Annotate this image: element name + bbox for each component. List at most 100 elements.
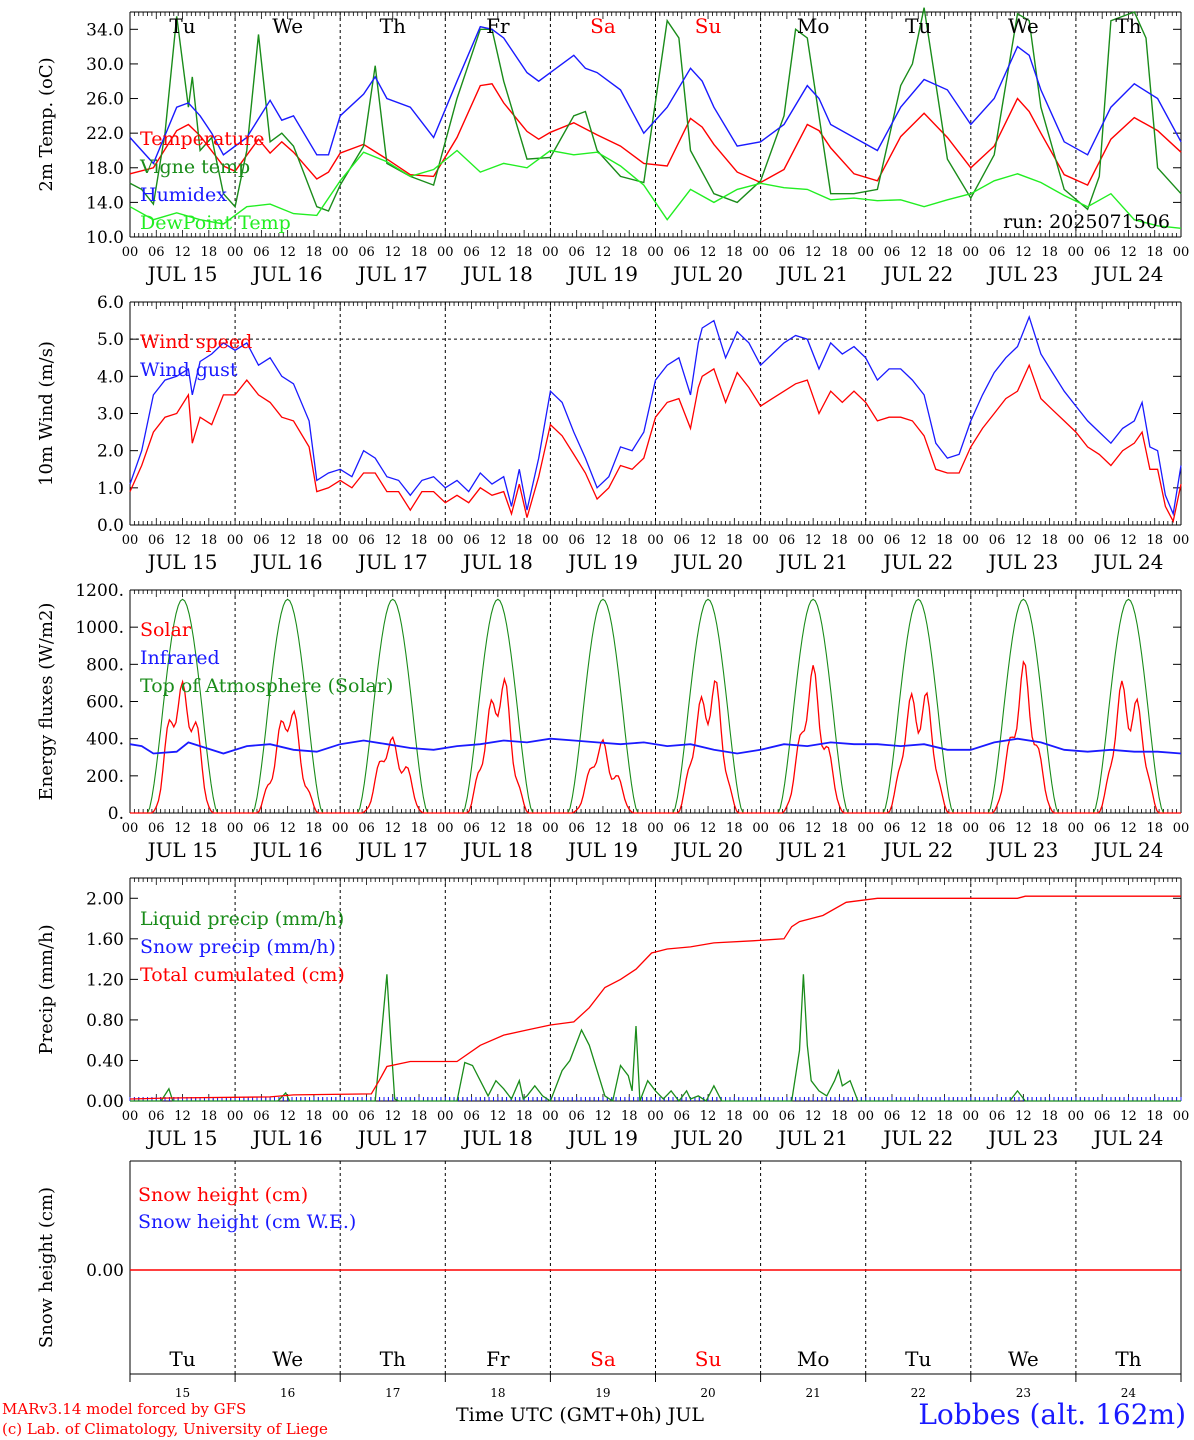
date-label: JUL 21	[776, 550, 848, 574]
weekday-label: Sa	[590, 1347, 616, 1371]
hour-tick-label: 12	[700, 821, 717, 836]
hour-tick-label: 12	[1120, 1109, 1137, 1124]
y-tick-label: 1200.	[75, 581, 124, 601]
date-label: JUL 24	[1091, 550, 1163, 574]
date-label: JUL 19	[566, 838, 638, 862]
hour-tick-label: 06	[358, 1109, 375, 1124]
y-tick-label: 1.20	[86, 970, 124, 990]
hour-tick-label: 18	[306, 1109, 323, 1124]
hour-tick-label: 12	[1015, 1109, 1032, 1124]
hour-tick-label: 00	[1068, 1109, 1085, 1124]
hour-tick-label: 12	[1120, 533, 1137, 548]
series-line-humidex	[129, 25, 1182, 165]
weekday-label: Tu	[169, 14, 195, 38]
legend-entry: Snow height (cm W.E.)	[138, 1211, 356, 1233]
hour-tick-label: 12	[1120, 821, 1137, 836]
hour-tick-label: 12	[490, 533, 507, 548]
hour-tick-label: 12	[700, 1109, 717, 1124]
hour-tick-label: 06	[884, 245, 901, 260]
hour-tick-label: 00	[437, 245, 454, 260]
hour-tick-label: 06	[568, 1109, 585, 1124]
hour-tick-label: 00	[752, 245, 769, 260]
hour-tick-label: 06	[884, 1109, 901, 1124]
legend-entry: Wind speed	[140, 331, 252, 353]
hour-tick-label: 00	[542, 533, 559, 548]
hour-tick-label: 12	[279, 245, 296, 260]
date-label: JUL 15	[146, 1126, 218, 1150]
hour-tick-label: 12	[910, 821, 927, 836]
hour-tick-label: 18	[201, 821, 218, 836]
date-label: JUL 18	[461, 550, 533, 574]
hour-tick-label: 00	[857, 245, 874, 260]
hour-tick-label: 12	[384, 533, 401, 548]
y-tick-label: 400.	[86, 730, 124, 750]
hour-tick-label: 18	[621, 245, 638, 260]
date-label: JUL 18	[461, 1126, 533, 1150]
hour-tick-label: 12	[384, 821, 401, 836]
y-tick-label: 2.00	[86, 889, 124, 909]
date-label: JUL 16	[251, 838, 323, 862]
hour-tick-label: 12	[700, 533, 717, 548]
hour-tick-label: 00	[332, 821, 349, 836]
date-label: JUL 20	[671, 550, 743, 574]
hour-tick-label: 06	[148, 1109, 165, 1124]
weekday-label: Th	[1115, 1347, 1141, 1371]
hour-tick-label: 12	[174, 245, 191, 260]
hour-tick-label: 12	[279, 533, 296, 548]
hour-tick-label: 06	[779, 533, 796, 548]
hour-tick-label: 06	[568, 245, 585, 260]
y-tick-label: 26.0	[86, 90, 124, 110]
hour-tick-label: 00	[332, 533, 349, 548]
hour-tick-label: 00	[227, 1109, 244, 1124]
hour-tick-label: 18	[726, 1109, 743, 1124]
y-axis-label-3: Precip (mm/h)	[36, 924, 57, 1054]
x-axis-title: Time UTC (GMT+0h) JUL	[456, 1404, 704, 1426]
hour-tick-label: 06	[989, 821, 1006, 836]
hour-tick-label: 12	[595, 245, 612, 260]
series-line-wind-speed	[129, 363, 1182, 524]
legend-entry: Snow precip (mm/h)	[140, 936, 336, 958]
hour-tick-label: 18	[621, 821, 638, 836]
hour-tick-label: 00	[542, 821, 559, 836]
hour-tick-label: 12	[174, 821, 191, 836]
weekday-label: Mo	[797, 1347, 830, 1371]
hour-tick-label: 12	[910, 1109, 927, 1124]
hour-tick-label: 18	[411, 245, 428, 260]
hour-tick-label: 18	[1041, 821, 1058, 836]
y-tick-label: 30.0	[86, 55, 124, 75]
hour-tick-label: 18	[936, 1109, 953, 1124]
hour-tick-label: 00	[122, 533, 139, 548]
y-axis-label-0: 2m Temp. (oC)	[36, 57, 57, 191]
y-tick-label: 0.0	[97, 516, 124, 536]
hour-tick-label: 00	[1173, 533, 1190, 548]
hour-tick-label: 06	[358, 245, 375, 260]
series-line-temperature	[129, 83, 1182, 187]
hour-tick-label: 06	[989, 533, 1006, 548]
date-label: JUL 22	[881, 550, 953, 574]
hour-tick-label: 12	[700, 245, 717, 260]
y-tick-label: 0.	[108, 804, 124, 824]
hour-tick-label: 00	[1068, 533, 1085, 548]
hour-tick-label: 00	[752, 1109, 769, 1124]
legend-entry: Liquid precip (mm/h)	[140, 908, 344, 930]
y-tick-label: 200.	[86, 767, 124, 787]
hour-tick-label: 00	[857, 821, 874, 836]
hour-tick-label: 12	[490, 821, 507, 836]
hour-tick-label: 18	[831, 821, 848, 836]
hour-tick-label: 18	[306, 821, 323, 836]
day-number-label: 18	[490, 1386, 505, 1400]
hour-tick-label: 06	[884, 821, 901, 836]
series-line-infrared	[129, 737, 1182, 755]
hour-tick-label: 12	[1120, 245, 1137, 260]
legend-entry: Infrared	[140, 647, 220, 669]
legend-entry: Vigne temp	[139, 156, 250, 178]
hour-tick-label: 00	[1173, 245, 1190, 260]
hour-tick-label: 12	[910, 245, 927, 260]
hour-tick-label: 00	[1068, 245, 1085, 260]
hour-tick-label: 18	[411, 1109, 428, 1124]
y-tick-label: 4.0	[97, 367, 124, 387]
weekday-label: We	[272, 14, 303, 38]
series-line-vigne-temp	[129, 7, 1182, 212]
hour-tick-label: 00	[963, 821, 980, 836]
run-annotation: run: 2025071506	[1003, 211, 1170, 233]
